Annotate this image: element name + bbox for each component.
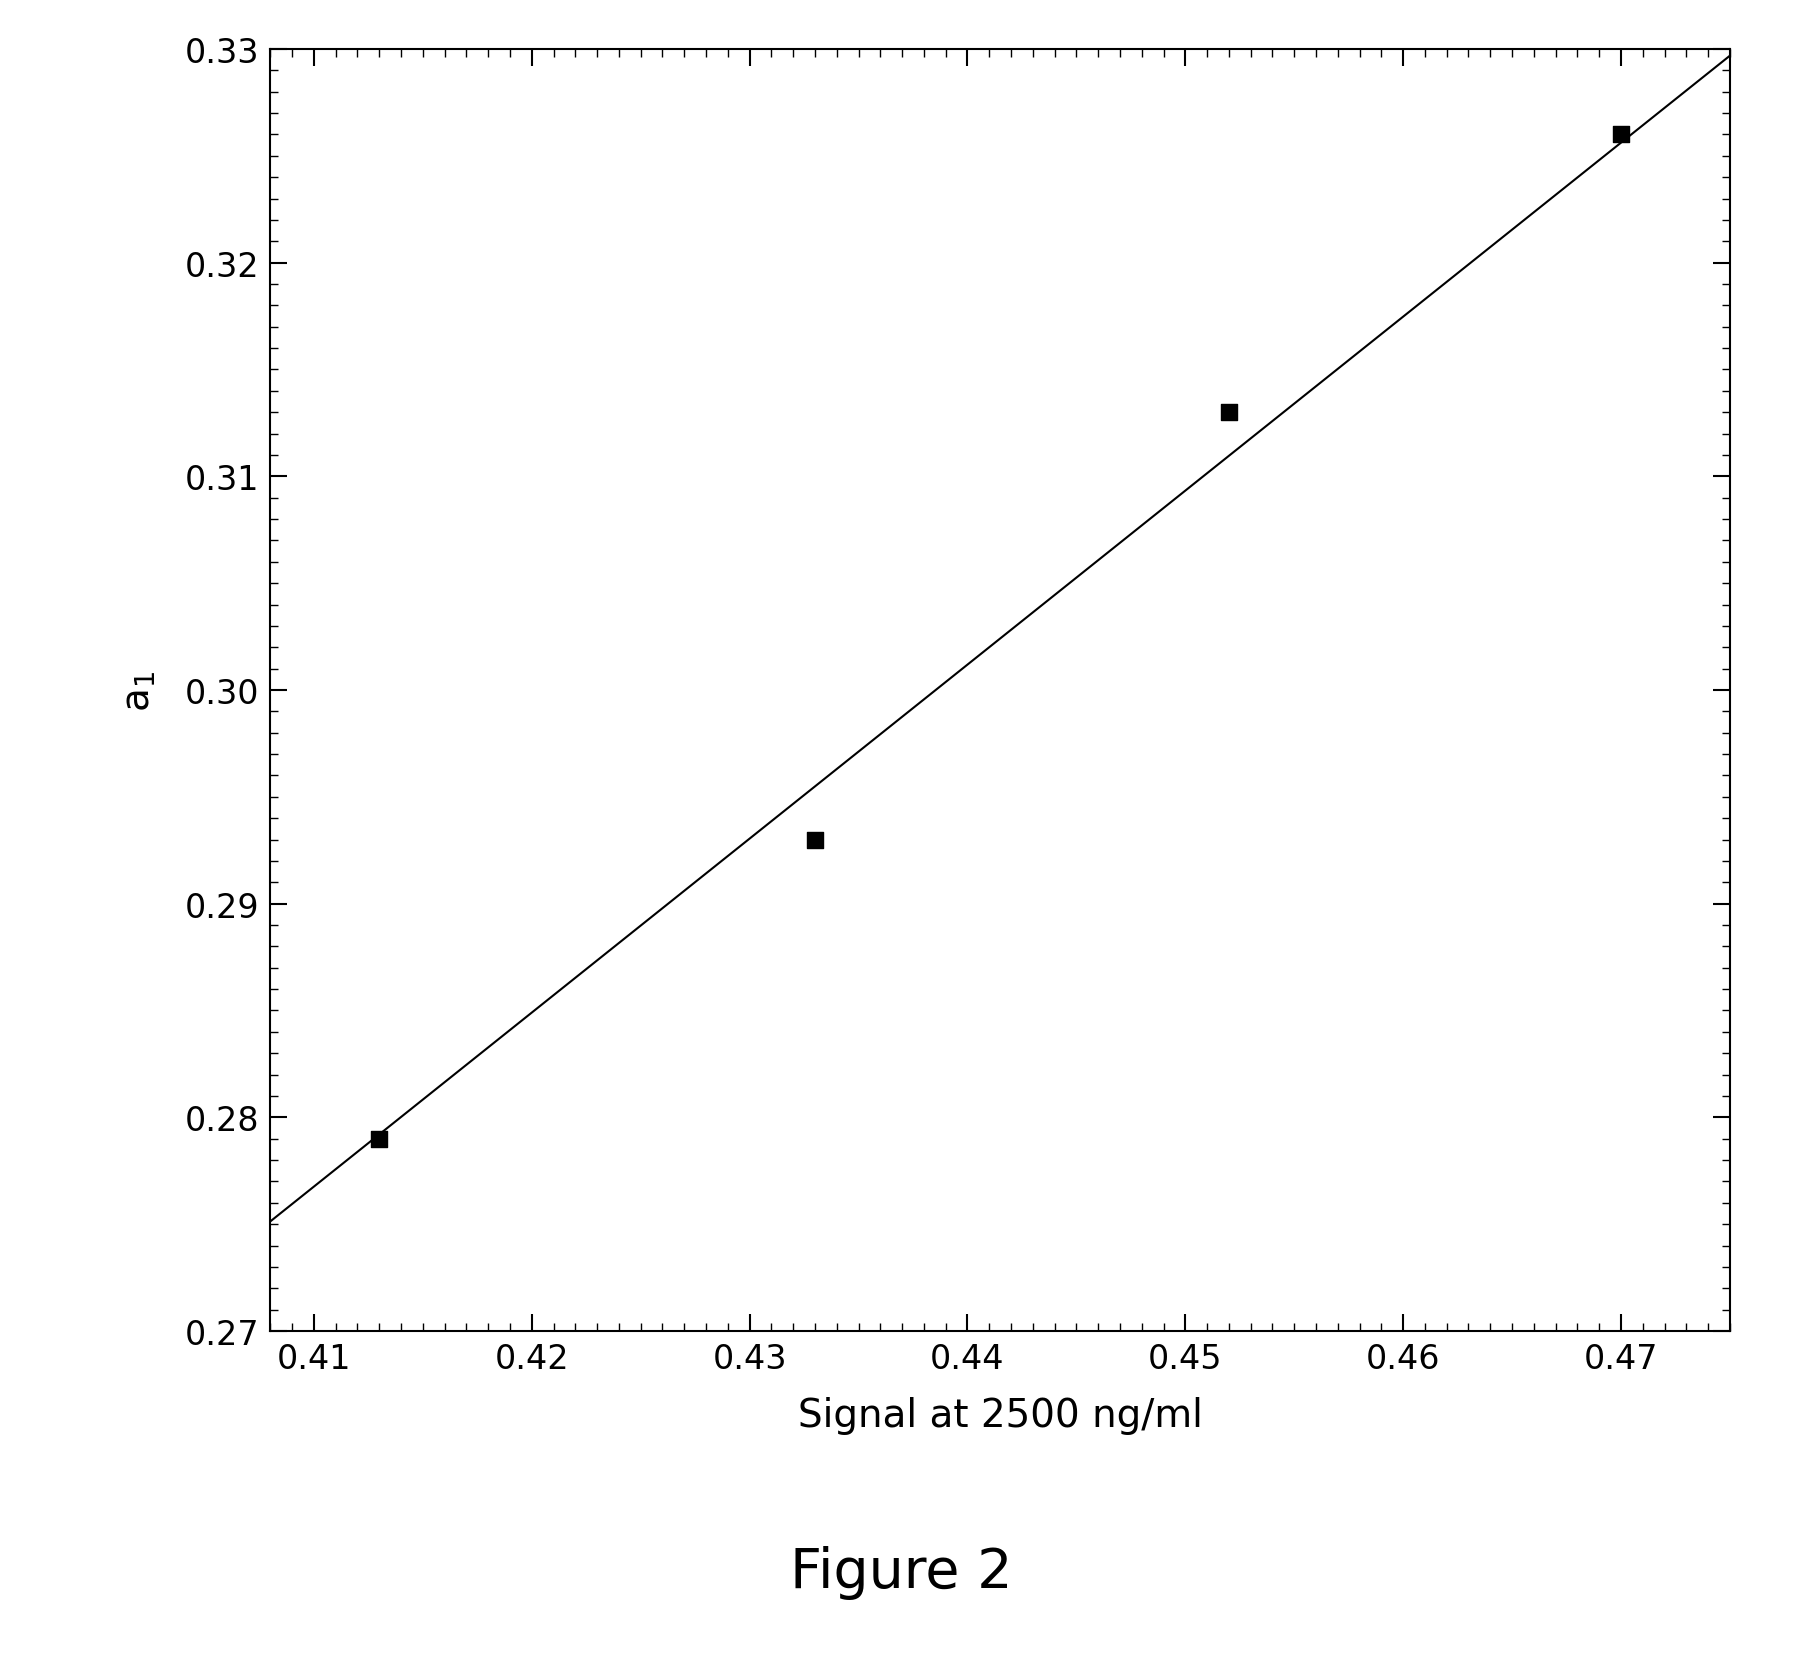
Point [1215,399,1243,426]
Point [364,1127,393,1153]
Point [800,827,829,854]
Point [1607,121,1636,148]
X-axis label: Signal at 2500 ng/ml: Signal at 2500 ng/ml [798,1396,1202,1434]
Text: a$_{1}$: a$_{1}$ [121,671,159,711]
Text: Figure 2: Figure 2 [789,1546,1013,1599]
